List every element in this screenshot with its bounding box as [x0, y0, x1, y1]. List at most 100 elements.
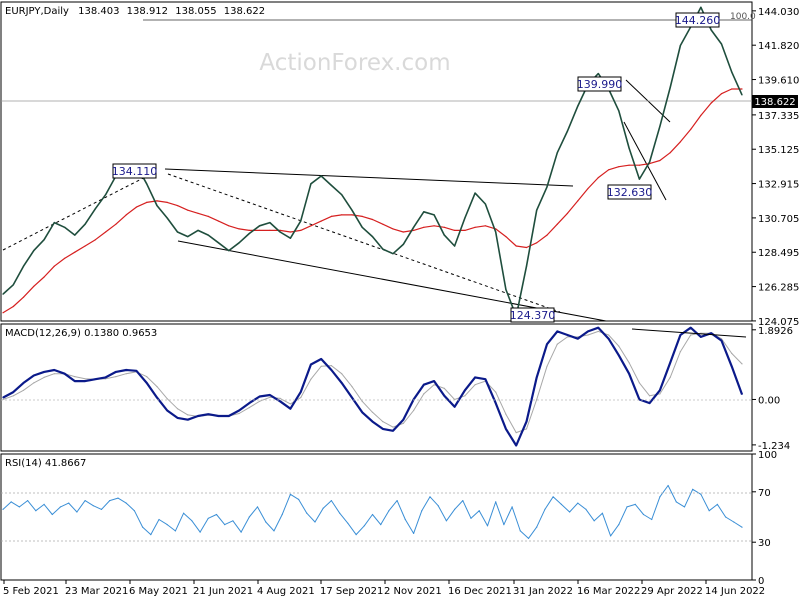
- macd-line-point: [125, 369, 127, 371]
- moving-average-line-point: [484, 225, 486, 227]
- price-line-point: [710, 29, 712, 31]
- rsi-line-point: [232, 520, 234, 522]
- macd-line-point: [371, 421, 374, 423]
- price-line-point: [413, 226, 415, 228]
- macd-tick-label: 0.00: [758, 395, 780, 406]
- macd-signal-line-point: [115, 376, 117, 378]
- moving-average-line-point: [248, 229, 250, 231]
- macd-line-point: [84, 380, 86, 382]
- rsi-line-point: [495, 501, 497, 503]
- macd-signal-line-point: [269, 396, 271, 398]
- price-line-point: [659, 125, 661, 127]
- moving-average-line-point: [525, 246, 528, 249]
- macd-line-point: [12, 391, 14, 393]
- rsi-line-point: [404, 518, 406, 521]
- flag-lower-line: [623, 121, 667, 201]
- price-line-point: [105, 194, 107, 196]
- macd-line-point: [392, 430, 394, 432]
- rsi-line-point: [593, 520, 595, 522]
- macd-line-point: [166, 409, 168, 412]
- rsi-tick-label: 70: [758, 488, 771, 499]
- current-price-label: 138.622: [754, 97, 795, 108]
- macd-signal-line-point: [361, 400, 363, 402]
- rsi-line-point: [642, 513, 645, 516]
- rsi-line-point: [733, 521, 735, 523]
- macd-signal-line-point: [556, 343, 558, 345]
- price-line-point: [197, 229, 199, 231]
- rsi-line-point: [298, 498, 300, 500]
- x-tick-label: 14 Jun 2022: [705, 586, 765, 597]
- moving-average-line-point: [608, 169, 610, 171]
- rsi-line-point: [150, 534, 152, 536]
- rsi-line-point: [18, 506, 20, 508]
- rsi-line-point: [10, 501, 12, 503]
- macd-line-point: [556, 330, 558, 332]
- macd-line-point: [669, 362, 671, 364]
- price-line-point: [166, 217, 168, 219]
- label-box-134110: [112, 163, 157, 179]
- macd-series-group: [2, 326, 744, 447]
- rsi-line-point: [659, 496, 661, 498]
- moving-average-line-point: [566, 212, 569, 214]
- moving-average-line-point: [53, 265, 55, 267]
- macd-signal-line-point: [628, 362, 630, 364]
- macd-signal-line-point: [43, 376, 45, 378]
- macd-signal-line-point: [84, 378, 86, 380]
- macd-y-axis: 1.8926 0.00 -1.234: [752, 326, 793, 452]
- rsi-line-point: [716, 503, 719, 505]
- x-tick-label: 23 Mar 2021: [65, 586, 128, 597]
- macd-line-point: [105, 376, 107, 378]
- price-title: EURJPY,Daily 138.403 138.912 138.055 138…: [5, 6, 265, 17]
- price-line-point: [176, 231, 179, 233]
- moving-average-line-point: [546, 234, 548, 236]
- rsi-line-point: [610, 535, 612, 537]
- rising-dashed-trendline: [2, 171, 156, 251]
- x-tick-label: 2 Nov 2021: [384, 586, 442, 597]
- moving-average-line-point: [64, 257, 66, 259]
- moving-average-line-point: [300, 229, 302, 231]
- macd-signal-line-point: [669, 376, 671, 378]
- moving-average-line-point: [597, 177, 599, 179]
- macd-signal-line-point: [371, 411, 374, 413]
- x-tick-label: 31 Jan 2022: [513, 586, 573, 597]
- macd-signal-line-point: [433, 384, 435, 386]
- macd-line-point: [53, 369, 55, 371]
- macd-line-point: [259, 395, 261, 398]
- macd-line-point: [320, 358, 322, 360]
- price-tick-label: 126.285: [758, 283, 799, 294]
- moving-average-line-point: [289, 231, 291, 233]
- price-line-point: [207, 234, 209, 236]
- watermark: ActionForex.com: [259, 50, 450, 76]
- moving-average-line-point: [515, 245, 517, 247]
- price-line-point: [649, 161, 651, 163]
- label-134110: 134.110: [112, 165, 158, 178]
- macd-signal-line-point: [125, 373, 127, 375]
- price-line-point: [361, 226, 363, 228]
- macd-divergence-line: [631, 328, 747, 338]
- moving-average-line-point: [259, 229, 261, 231]
- moving-average-line-point: [628, 164, 630, 166]
- rsi-line-point: [421, 510, 423, 512]
- price-line-point: [628, 147, 630, 149]
- macd-signal-line-point: [659, 393, 661, 395]
- rsi-line-point: [35, 510, 37, 512]
- rsi-line-point: [265, 521, 267, 523]
- fib-100-label: 100.0: [730, 12, 756, 22]
- rsi-line-point: [741, 526, 743, 528]
- price-panel-frame: [0, 1, 753, 322]
- ohlc-open: 138.403: [78, 6, 119, 17]
- moving-average-line-point: [464, 229, 466, 231]
- price-line-point: [618, 110, 620, 112]
- rsi-line-point: [667, 484, 669, 487]
- price-tick-label: 135.125: [758, 145, 799, 156]
- macd-signal-line-point: [351, 386, 353, 388]
- label-144260: 144.260: [675, 14, 721, 27]
- moving-average-line-point: [392, 228, 394, 230]
- macd-line-point: [628, 373, 630, 375]
- rsi-line-point: [413, 532, 415, 535]
- macd-signal-line-point: [515, 432, 517, 434]
- rsi-line-point: [174, 530, 176, 532]
- macd-line-point: [423, 384, 425, 386]
- macd-line-point: [135, 370, 137, 372]
- x-tick-label: 16 Mar 2022: [577, 586, 640, 597]
